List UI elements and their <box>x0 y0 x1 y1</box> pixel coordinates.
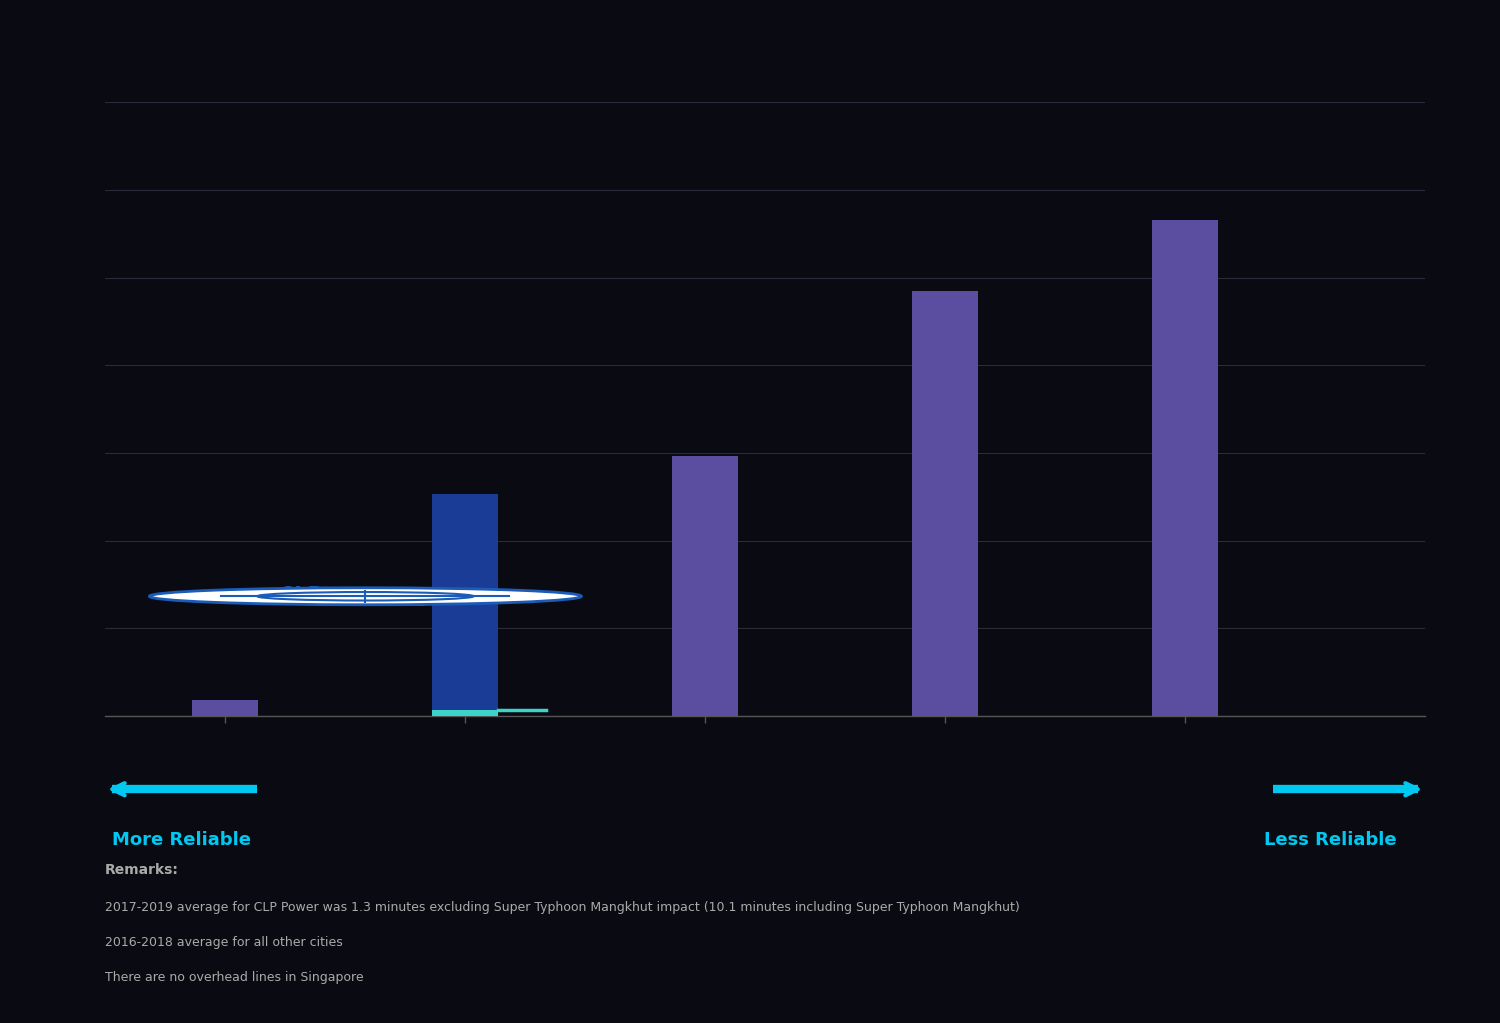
Text: There are no overhead lines in Singapore: There are no overhead lines in Singapore <box>105 971 363 984</box>
Bar <box>192 700 258 716</box>
Bar <box>672 456 738 716</box>
Bar <box>1152 220 1218 716</box>
Text: CLP: CLP <box>279 586 322 607</box>
Text: 中電: 中電 <box>402 586 426 607</box>
Text: 2016-2018 average for all other cities: 2016-2018 average for all other cities <box>105 936 342 949</box>
Bar <box>432 710 498 716</box>
Text: More Reliable: More Reliable <box>111 831 251 849</box>
Text: Remarks:: Remarks: <box>105 863 178 877</box>
Bar <box>912 292 978 716</box>
Text: 2017-2019 average for CLP Power was 1.3 minutes excluding Super Typhoon Mangkhut: 2017-2019 average for CLP Power was 1.3 … <box>105 901 1020 915</box>
Text: Less Reliable: Less Reliable <box>1264 831 1396 849</box>
Bar <box>432 494 498 716</box>
Circle shape <box>150 588 582 605</box>
